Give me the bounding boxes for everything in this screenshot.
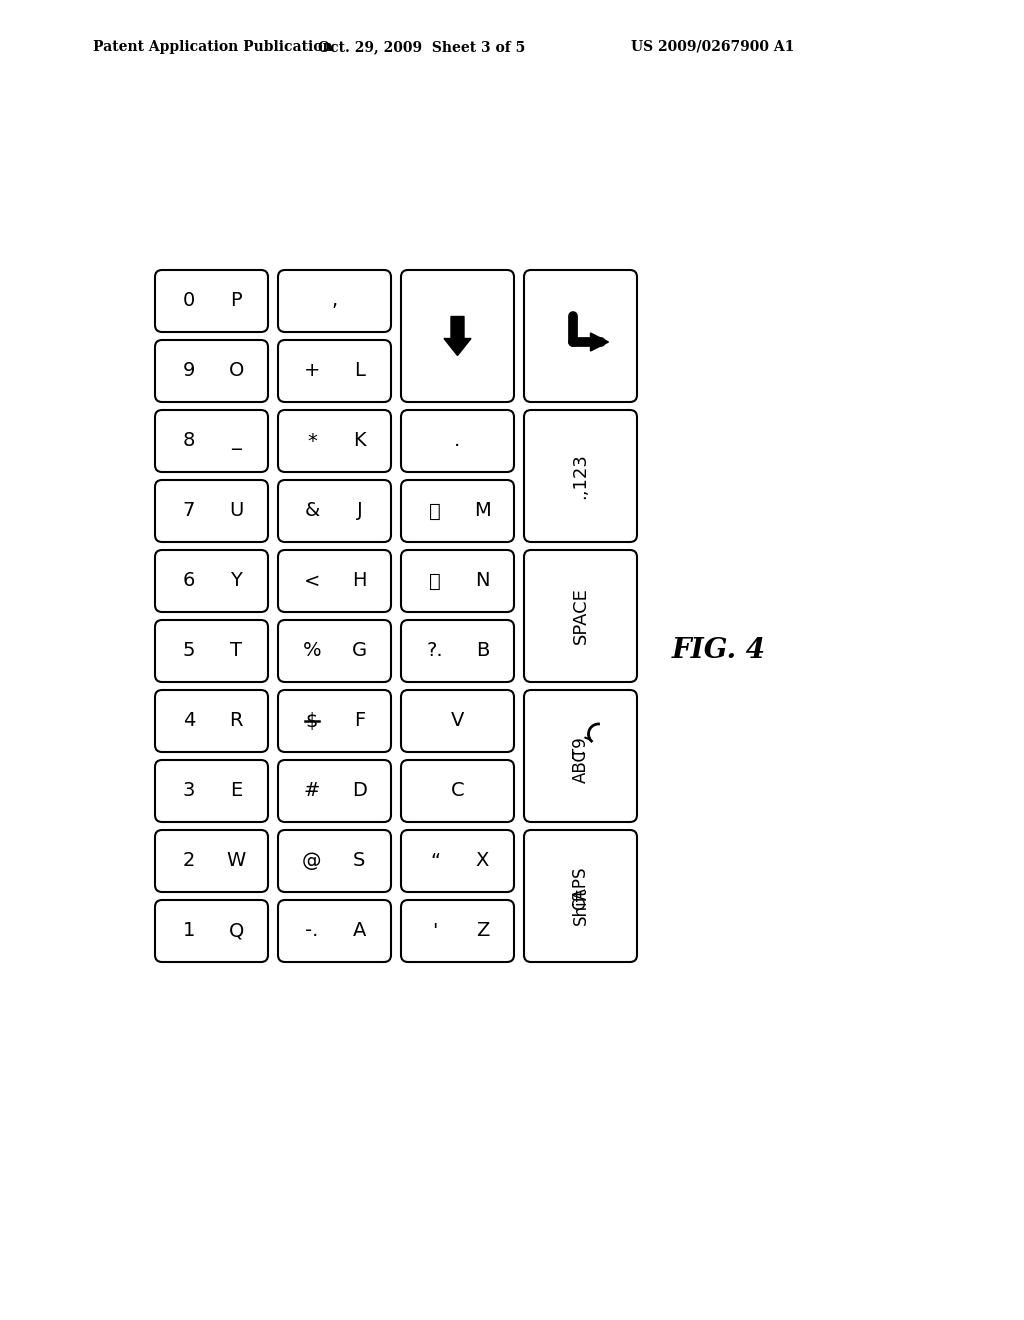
Text: %: % (302, 642, 322, 660)
Text: SPACE: SPACE (571, 587, 590, 644)
Text: 1: 1 (182, 921, 196, 940)
FancyBboxPatch shape (278, 411, 391, 473)
FancyBboxPatch shape (524, 411, 637, 543)
FancyBboxPatch shape (155, 411, 268, 473)
FancyBboxPatch shape (524, 690, 637, 822)
Text: 0: 0 (182, 292, 195, 310)
Text: K: K (353, 432, 366, 450)
FancyBboxPatch shape (401, 760, 514, 822)
Text: .,123: .,123 (571, 453, 590, 499)
Text: Z: Z (476, 921, 489, 940)
Text: W: W (226, 851, 246, 870)
Text: ⌣: ⌣ (429, 572, 440, 590)
FancyBboxPatch shape (155, 900, 268, 962)
Text: *: * (307, 432, 316, 450)
FancyBboxPatch shape (155, 341, 268, 403)
FancyBboxPatch shape (155, 480, 268, 543)
FancyBboxPatch shape (524, 830, 637, 962)
FancyBboxPatch shape (278, 830, 391, 892)
Text: N: N (475, 572, 489, 590)
FancyBboxPatch shape (524, 550, 637, 682)
Text: &: & (304, 502, 319, 520)
FancyBboxPatch shape (278, 690, 391, 752)
Text: Patent Application Publication: Patent Application Publication (93, 40, 333, 54)
Text: ABC: ABC (571, 748, 590, 783)
FancyBboxPatch shape (524, 271, 637, 403)
Text: ,: , (332, 292, 338, 310)
FancyBboxPatch shape (278, 271, 391, 333)
Text: 4: 4 (182, 711, 196, 730)
Text: Oct. 29, 2009  Sheet 3 of 5: Oct. 29, 2009 Sheet 3 of 5 (318, 40, 525, 54)
Text: <: < (304, 572, 321, 590)
Text: ?.: ?. (427, 642, 443, 660)
FancyBboxPatch shape (278, 620, 391, 682)
FancyBboxPatch shape (278, 760, 391, 822)
Text: X: X (476, 851, 489, 870)
Text: T9: T9 (571, 738, 590, 759)
Text: J: J (356, 502, 362, 520)
Text: 2: 2 (182, 851, 196, 870)
Text: H: H (352, 572, 367, 590)
Text: D: D (352, 781, 367, 800)
Text: U: U (229, 502, 244, 520)
Text: 3: 3 (182, 781, 196, 800)
FancyBboxPatch shape (155, 620, 268, 682)
FancyBboxPatch shape (278, 900, 391, 962)
FancyBboxPatch shape (278, 341, 391, 403)
Text: FIG. 4: FIG. 4 (672, 638, 766, 664)
Text: +: + (304, 362, 321, 380)
Text: 5: 5 (182, 642, 196, 660)
Text: S: S (353, 851, 366, 870)
FancyBboxPatch shape (155, 830, 268, 892)
Text: “: “ (430, 851, 440, 870)
FancyBboxPatch shape (278, 480, 391, 543)
FancyBboxPatch shape (401, 550, 514, 612)
Text: P: P (230, 292, 242, 310)
Text: C: C (451, 781, 464, 800)
Text: #: # (304, 781, 321, 800)
Text: Q: Q (228, 921, 244, 940)
Text: T: T (230, 642, 243, 660)
Text: .: . (455, 432, 461, 450)
Text: E: E (230, 781, 243, 800)
Text: Y: Y (230, 572, 243, 590)
FancyBboxPatch shape (155, 271, 268, 333)
FancyBboxPatch shape (401, 271, 514, 403)
FancyBboxPatch shape (401, 411, 514, 473)
Polygon shape (444, 317, 471, 355)
Text: $: $ (306, 711, 318, 730)
Text: V: V (451, 711, 464, 730)
Text: _: _ (231, 432, 242, 450)
FancyBboxPatch shape (155, 550, 268, 612)
Text: F: F (353, 711, 365, 730)
FancyBboxPatch shape (155, 760, 268, 822)
Text: ⌢: ⌢ (429, 502, 440, 520)
FancyBboxPatch shape (401, 690, 514, 752)
FancyBboxPatch shape (401, 480, 514, 543)
FancyBboxPatch shape (401, 900, 514, 962)
FancyBboxPatch shape (401, 620, 514, 682)
Text: CAPS: CAPS (571, 866, 590, 909)
Text: ': ' (432, 921, 437, 940)
FancyBboxPatch shape (401, 830, 514, 892)
Text: O: O (228, 362, 244, 380)
Text: 9: 9 (182, 362, 196, 380)
Text: G: G (352, 642, 367, 660)
Text: R: R (229, 711, 243, 730)
Text: 6: 6 (182, 572, 196, 590)
Text: L: L (354, 362, 365, 380)
FancyBboxPatch shape (278, 550, 391, 612)
Text: -.: -. (305, 921, 318, 940)
Text: US 2009/0267900 A1: US 2009/0267900 A1 (631, 40, 795, 54)
Text: A: A (352, 921, 366, 940)
Text: B: B (476, 642, 489, 660)
Text: 7: 7 (182, 502, 196, 520)
Polygon shape (591, 333, 608, 351)
Text: M: M (474, 502, 490, 520)
FancyBboxPatch shape (155, 690, 268, 752)
Text: @: @ (302, 851, 322, 870)
Text: 8: 8 (182, 432, 196, 450)
Text: Shift: Shift (571, 887, 590, 925)
